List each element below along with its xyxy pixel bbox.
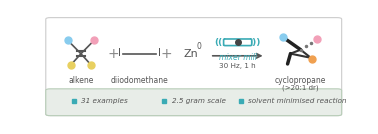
Text: 2.5 gram scale: 2.5 gram scale xyxy=(172,98,226,104)
Text: diiodomethane: diiodomethane xyxy=(111,76,169,85)
Text: cyclopropane: cyclopropane xyxy=(275,76,326,85)
FancyBboxPatch shape xyxy=(46,89,342,116)
Text: ))): ))) xyxy=(248,38,261,47)
Text: +: + xyxy=(160,47,172,61)
FancyBboxPatch shape xyxy=(224,39,252,46)
FancyBboxPatch shape xyxy=(46,18,342,116)
Text: mixer mill: mixer mill xyxy=(218,53,257,62)
Text: alkene: alkene xyxy=(68,76,94,85)
Text: Zn: Zn xyxy=(183,49,198,59)
Text: +: + xyxy=(107,47,119,61)
Text: (>20:1 dr): (>20:1 dr) xyxy=(282,85,319,91)
Text: 30 Hz, 1 h: 30 Hz, 1 h xyxy=(219,63,256,69)
Text: (((: ((( xyxy=(214,38,227,47)
Text: I: I xyxy=(118,48,121,58)
Text: I: I xyxy=(158,48,161,58)
Text: 0: 0 xyxy=(197,42,201,51)
Text: 31 examples: 31 examples xyxy=(81,98,128,104)
Text: solvent minimised reaction: solvent minimised reaction xyxy=(248,98,346,104)
